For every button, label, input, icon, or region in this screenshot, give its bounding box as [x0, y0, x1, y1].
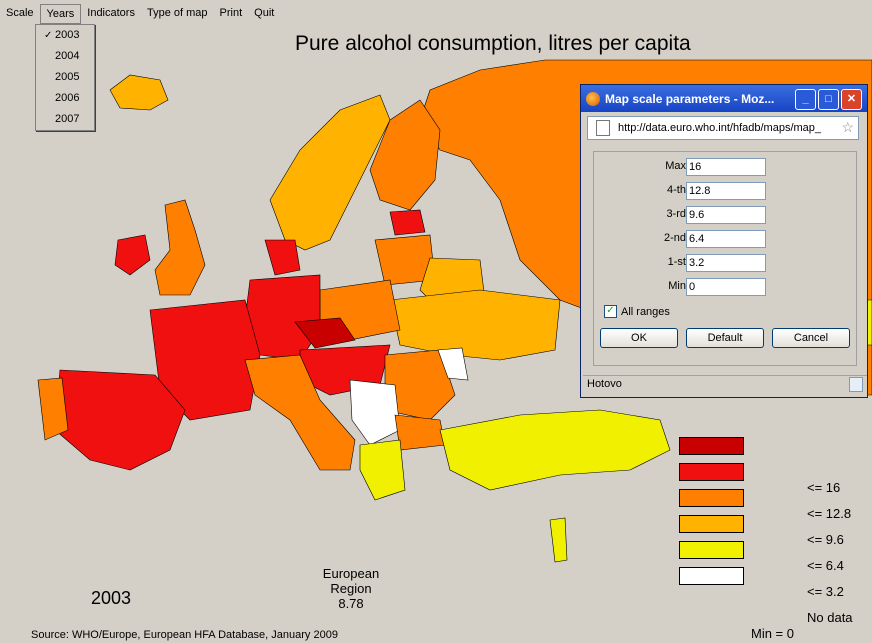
ok-button[interactable]: OK — [600, 328, 678, 348]
menu-indicators[interactable]: Indicators — [87, 7, 135, 19]
minimize-icon[interactable]: _ — [795, 89, 816, 110]
legend-swatch-4 — [679, 515, 744, 533]
menu-type-of-map[interactable]: Type of map — [146, 7, 208, 19]
year-option-2004[interactable]: 2004 — [36, 46, 94, 67]
dialog-title: Map scale parameters - Moz... — [605, 91, 775, 106]
region-bulgaria — [394, 414, 446, 451]
menu-print[interactable]: Print — [219, 7, 243, 19]
scale-panel: Max 4-th 3-rd 2-nd 1-st Min ✓ All ranges… — [593, 151, 857, 366]
region-turkey — [439, 409, 671, 491]
region-israel — [549, 517, 568, 563]
region-ireland — [114, 234, 151, 276]
url-bar[interactable]: http://data.euro.who.int/hfadb/maps/map_… — [587, 116, 859, 140]
menu-years[interactable]: Years — [39, 4, 82, 24]
year-option-2005[interactable]: 2005 — [36, 67, 94, 88]
cancel-button[interactable]: Cancel — [772, 328, 850, 348]
year-option-label: 2006 — [55, 92, 80, 104]
checkbox-check-icon[interactable]: ✓ — [604, 305, 617, 318]
region-estonia — [389, 209, 426, 236]
region-iceland — [109, 74, 169, 111]
all-ranges-label: All ranges — [621, 305, 670, 318]
legend-label: <= 16 — [807, 480, 841, 495]
all-ranges-checkbox[interactable]: ✓ All ranges — [604, 305, 670, 318]
region-finland — [369, 99, 441, 211]
maximize-icon[interactable]: □ — [818, 89, 839, 110]
legend-label: <= 9.6 — [807, 532, 844, 547]
region-moldova — [437, 347, 469, 381]
map-scale-dialog: Map scale parameters - Moz... _ □ ✕ http… — [580, 84, 868, 398]
year-option-2003[interactable]: ✓ 2003 — [36, 25, 94, 46]
region-ukraine — [389, 289, 561, 361]
status-icon — [849, 377, 863, 392]
status-text: Hotovo — [587, 378, 622, 390]
legend-swatch-1 — [679, 437, 744, 455]
field-label: 4-th — [667, 184, 686, 196]
third-input[interactable] — [686, 206, 766, 224]
year-option-2007[interactable]: 2007 — [36, 109, 94, 130]
legend-label: <= 6.4 — [807, 558, 844, 573]
region-bosnia-serbia — [349, 379, 401, 446]
checkmark-icon: ✓ — [44, 30, 53, 41]
firefox-icon — [586, 91, 600, 106]
region-value: 8.78 — [338, 596, 364, 611]
legend-swatch-2 — [679, 463, 744, 481]
region-france — [149, 299, 261, 421]
fourth-input[interactable] — [686, 182, 766, 200]
star-icon[interactable]: ☆ — [841, 119, 854, 135]
url-text: http://data.euro.who.int/hfadb/maps/map_ — [618, 122, 822, 134]
region-summary: European Region 8.78 — [306, 566, 396, 611]
min-input[interactable] — [686, 278, 766, 296]
menubar: Scale Years Indicators Type of map Print… — [0, 4, 280, 24]
region-denmark — [264, 239, 301, 276]
dialog-titlebar[interactable]: Map scale parameters - Moz... _ □ ✕ — [581, 85, 867, 112]
region-italy — [244, 354, 356, 471]
legend-label: <= 12.8 — [807, 506, 852, 521]
region-greece-albania — [359, 439, 406, 501]
year-option-label: 2007 — [55, 113, 80, 125]
second-input[interactable] — [686, 230, 766, 248]
source-note: Source: WHO/Europe, European HFA Databas… — [31, 629, 338, 641]
legend-label: <= 3.2 — [807, 584, 844, 599]
map-title: Pure alcohol consumption, litres per cap… — [295, 32, 691, 55]
region-spain — [54, 369, 186, 471]
legend-swatch-5 — [679, 541, 744, 559]
max-input[interactable] — [686, 158, 766, 176]
status-bar: Hotovo — [583, 375, 867, 393]
page-icon — [596, 120, 610, 136]
year-option-label: 2003 — [55, 29, 80, 41]
year-option-label: 2004 — [55, 50, 80, 62]
min-label: Min = 0 — [751, 626, 794, 641]
years-dropdown: ✓ 2003 2004 2005 2006 2007 — [35, 24, 95, 131]
field-label: Max — [665, 160, 686, 172]
field-label: 1-st — [667, 256, 686, 268]
region-czech — [294, 317, 356, 349]
year-option-2006[interactable]: 2006 — [36, 88, 94, 109]
field-label: Min — [668, 280, 686, 292]
region-portugal — [37, 377, 69, 441]
region-label: European Region — [322, 566, 380, 596]
legend-label: No data — [807, 610, 853, 625]
default-button[interactable]: Default — [686, 328, 764, 348]
legend-swatch-3 — [679, 489, 744, 507]
menu-scale[interactable]: Scale — [6, 7, 34, 19]
year-label: 2003 — [91, 588, 132, 608]
region-uk — [154, 199, 206, 296]
menu-quit[interactable]: Quit — [254, 7, 275, 19]
region-norway-sweden — [269, 94, 391, 251]
field-label: 3-rd — [666, 208, 686, 220]
year-option-label: 2005 — [55, 71, 80, 83]
field-label: 2-nd — [663, 232, 686, 244]
close-icon[interactable]: ✕ — [841, 89, 862, 110]
first-input[interactable] — [686, 254, 766, 272]
legend-swatch-6 — [679, 567, 744, 585]
